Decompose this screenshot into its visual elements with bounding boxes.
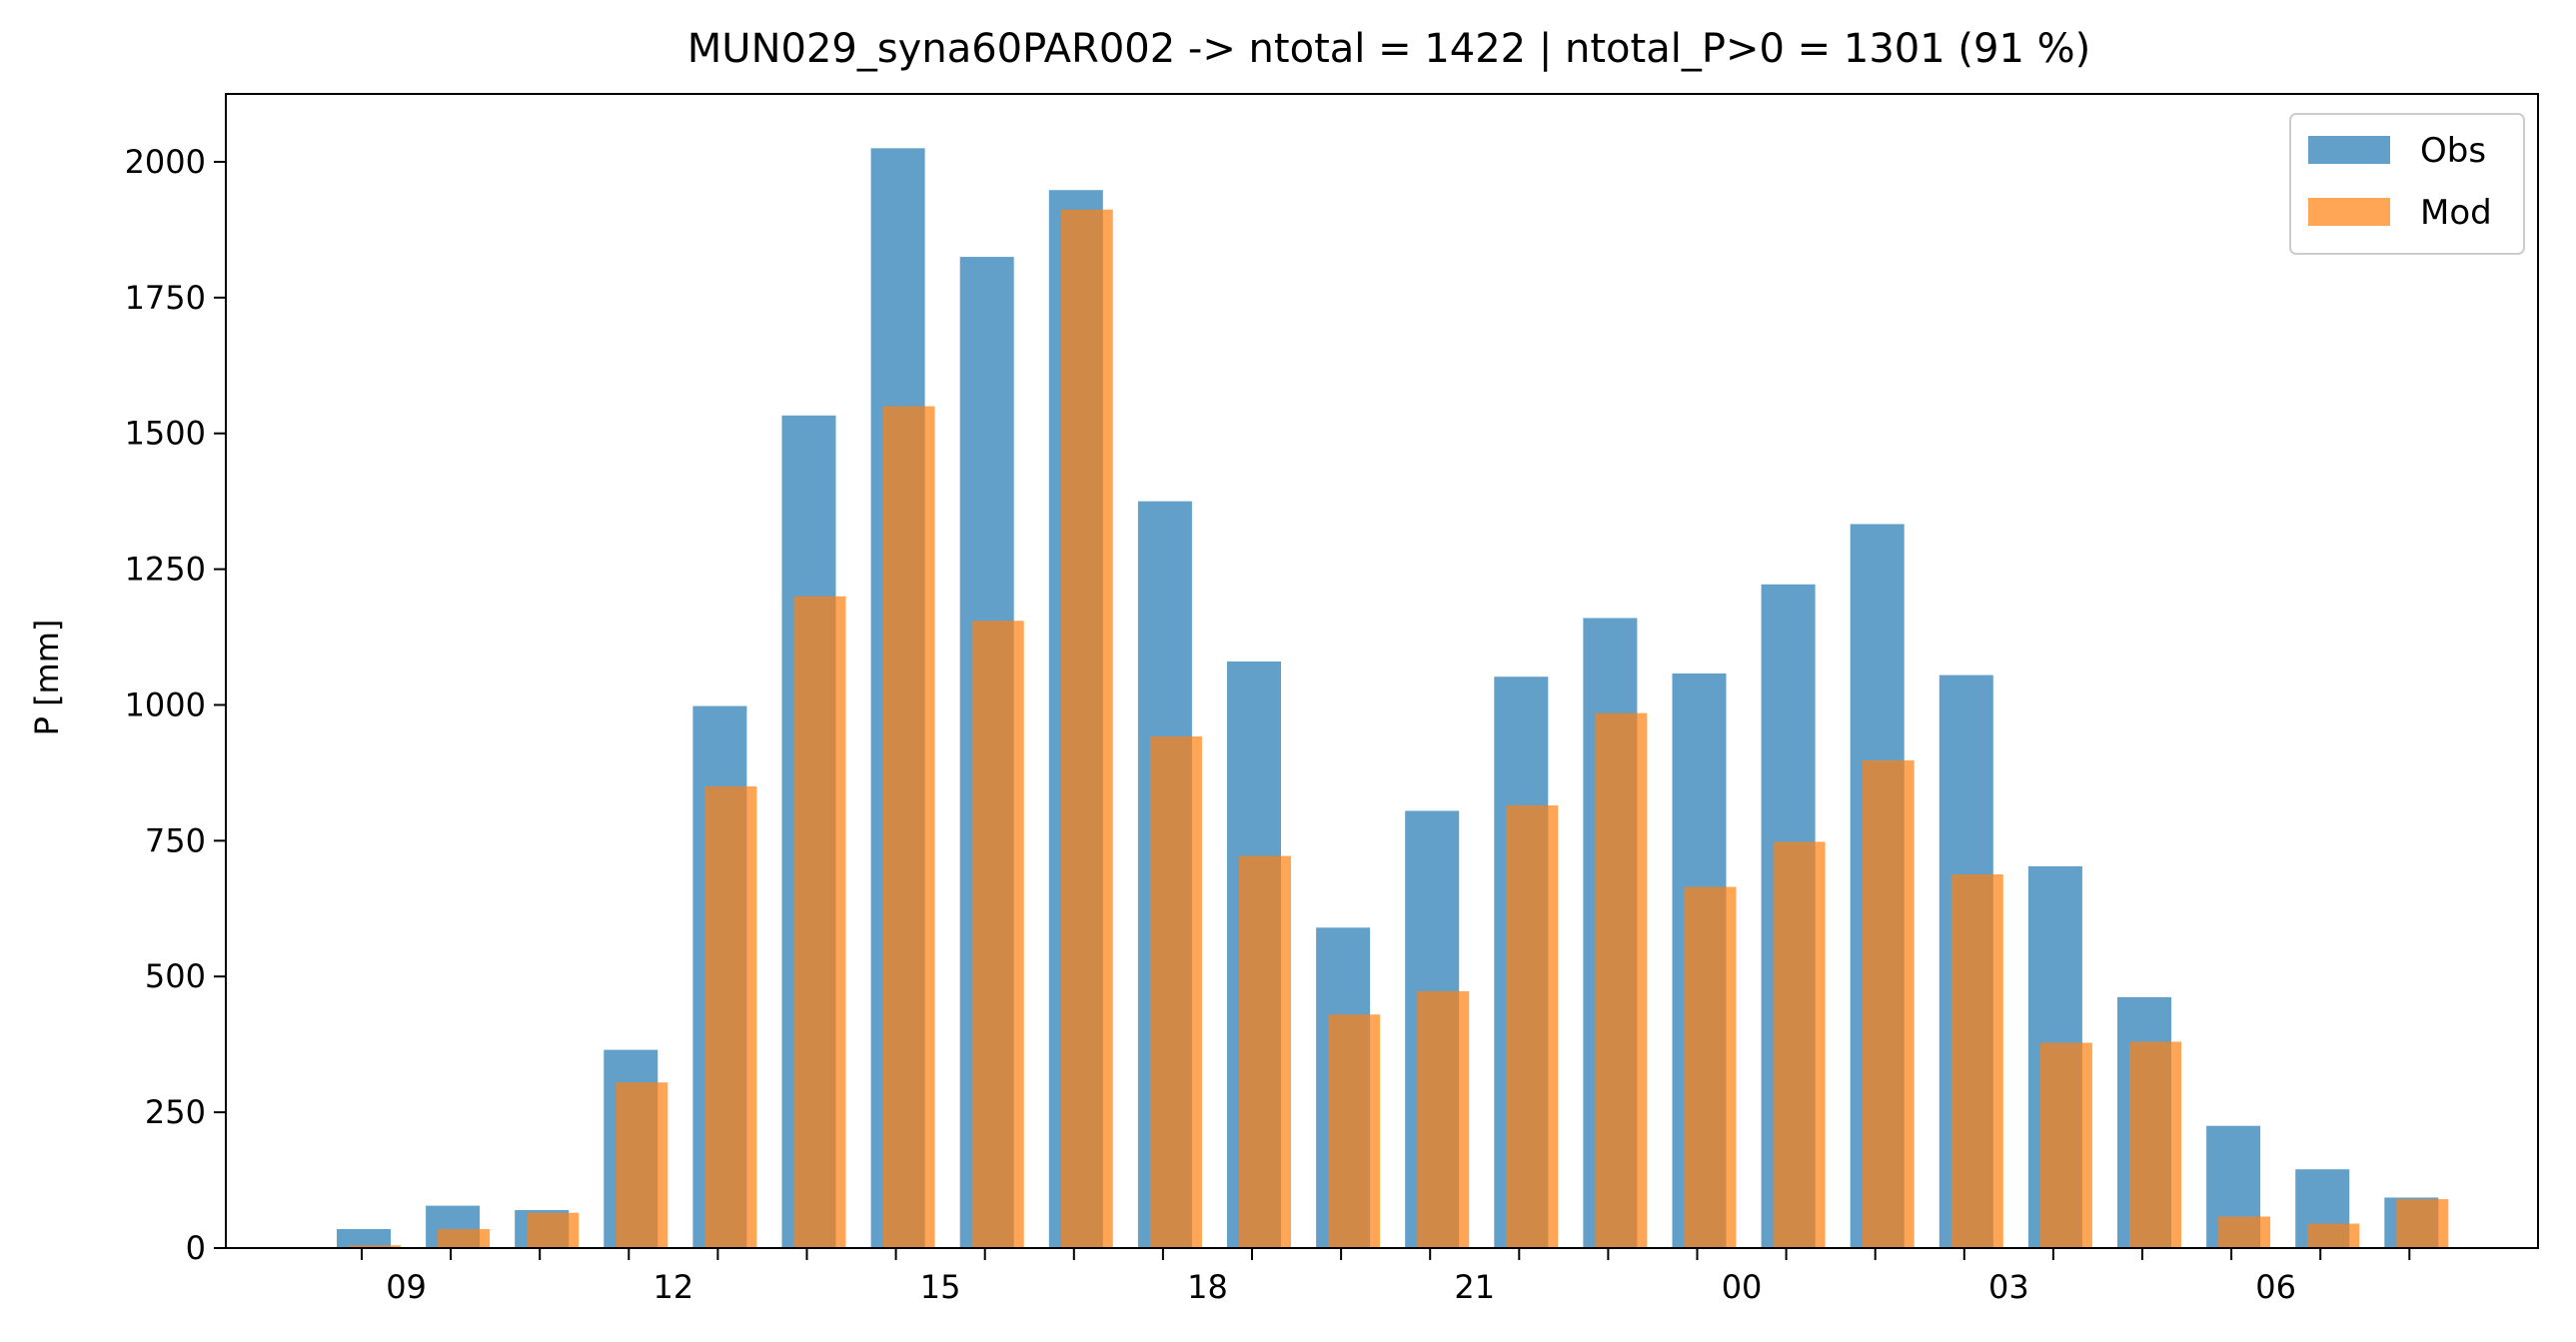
mod-bar-08 xyxy=(349,1245,401,1248)
y-tick-label-1750: 1750 xyxy=(125,279,206,317)
x-tick-label-06: 06 xyxy=(2255,1268,2296,1306)
y-tick-label-250: 250 xyxy=(145,1093,206,1131)
mod-bar-23 xyxy=(1684,886,1737,1248)
legend-swatch-mod xyxy=(2308,198,2390,226)
mod-bar-16 xyxy=(1060,209,1113,1249)
mod-bar-17 xyxy=(1149,735,1202,1248)
mod-bar-19 xyxy=(1328,1014,1381,1248)
mod-bar-04 xyxy=(2129,1041,2181,1248)
legend-box xyxy=(2289,113,2525,255)
y-tick-label-2000: 2000 xyxy=(125,143,206,181)
plot-area xyxy=(226,94,2538,1248)
mod-bar-21 xyxy=(1506,805,1559,1248)
mod-bar-01 xyxy=(1862,759,1915,1248)
mod-bar-10 xyxy=(527,1212,580,1248)
mod-bar-09 xyxy=(438,1228,491,1248)
mod-bar-15 xyxy=(971,621,1024,1248)
legend-label-obs: Obs xyxy=(2420,131,2486,171)
y-tick-label-500: 500 xyxy=(145,957,206,995)
legend-swatch-obs xyxy=(2308,136,2390,164)
plot-frame xyxy=(225,93,2539,1249)
x-tick-label-21: 21 xyxy=(1454,1268,1495,1306)
x-axis: 09 12 15 18 21 00 03 06 xyxy=(361,1248,2411,1306)
x-tick-label-12: 12 xyxy=(652,1268,693,1306)
legend: Obs Mod xyxy=(2289,113,2525,255)
mod-bar-18 xyxy=(1239,855,1291,1248)
legend-label-mod: Mod xyxy=(2420,193,2492,233)
y-tick-label-1000: 1000 xyxy=(125,685,206,723)
bars-group xyxy=(337,148,2449,1249)
x-tick-label-00: 00 xyxy=(1722,1268,1763,1306)
x-tick-label-18: 18 xyxy=(1187,1268,1228,1306)
mod-bar-05 xyxy=(2218,1216,2271,1248)
mod-bar-02 xyxy=(1950,874,2003,1248)
y-tick-label-1250: 1250 xyxy=(125,551,206,589)
x-tick-label-03: 03 xyxy=(1988,1268,2029,1306)
mod-bar-06 xyxy=(2307,1223,2360,1248)
chart-title: MUN029_syna60PAR002 -> ntotal = 1422 | n… xyxy=(687,26,2090,72)
mod-bar-22 xyxy=(1595,712,1648,1248)
y-tick-label-0: 0 xyxy=(186,1229,206,1267)
mod-bar-07 xyxy=(2396,1199,2449,1248)
mod-bar-14 xyxy=(882,406,935,1248)
mod-bar-12 xyxy=(704,786,757,1248)
mod-bar-00 xyxy=(1773,841,1826,1248)
mod-bar-03 xyxy=(2039,1042,2092,1248)
mod-bar-20 xyxy=(1417,990,1470,1248)
plot-background xyxy=(226,94,2538,1248)
obs-bar-08 xyxy=(337,1228,391,1248)
mod-bar-13 xyxy=(793,596,846,1248)
x-tick-label-15: 15 xyxy=(920,1268,961,1306)
mod-bar-11 xyxy=(616,1082,668,1248)
x-tick-label-09: 09 xyxy=(386,1268,427,1306)
y-axis-label: P [mm] xyxy=(28,620,66,736)
y-tick-label-1500: 1500 xyxy=(125,415,206,453)
y-tick-label-750: 750 xyxy=(145,821,206,859)
y-axis: 0 250 500 750 1000 1250 1500 1750 2000 xyxy=(125,143,226,1267)
